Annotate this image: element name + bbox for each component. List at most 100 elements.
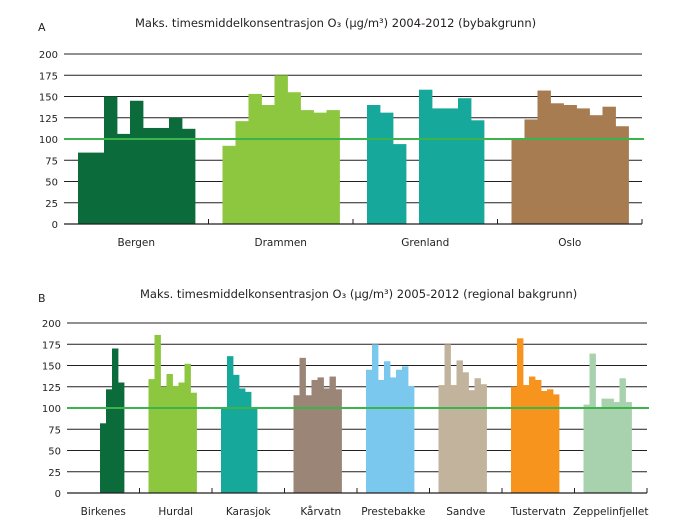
bar: [471, 120, 485, 224]
bar: [335, 389, 342, 493]
x-category-label: Hurdal: [158, 506, 193, 518]
panel-a-label: A: [38, 21, 46, 34]
bar: [602, 106, 616, 224]
y-tick-label: 150: [42, 362, 61, 373]
bar: [178, 382, 185, 493]
bar: [300, 110, 314, 224]
bar: [625, 402, 632, 493]
bar: [156, 127, 170, 224]
y-tick-label: 150: [39, 93, 58, 104]
bar: [248, 93, 262, 224]
bar: [166, 374, 173, 493]
bar: [100, 423, 107, 493]
bar: [235, 121, 249, 224]
bar: [274, 75, 288, 224]
bar: [419, 89, 433, 224]
bar: [445, 108, 459, 224]
bar: [261, 105, 275, 224]
bar: [589, 115, 603, 224]
bar: [563, 105, 577, 224]
bar: [529, 376, 536, 493]
y-tick-label: 0: [52, 220, 58, 231]
x-category-label: Kårvatn: [300, 505, 341, 518]
bar: [329, 376, 336, 493]
bar: [550, 103, 564, 224]
bar: [458, 98, 472, 224]
bar: [432, 108, 446, 224]
panel-a-plot: 0 25 50 75 100 125 150 175 200 Bergen Drammen Grenl…: [39, 50, 644, 249]
x-category-label: Tustervatn: [510, 506, 566, 518]
bar: [190, 392, 197, 493]
bar: [524, 119, 538, 224]
bar: [245, 391, 252, 493]
y-tick-label: 175: [39, 71, 58, 82]
bar: [402, 366, 409, 493]
y-tick-label: 50: [48, 447, 61, 458]
bar: [227, 356, 234, 493]
bar: [468, 390, 475, 493]
x-category-label: Bergen: [117, 237, 155, 249]
bar: [106, 389, 113, 493]
x-category-label: Prestebakke: [361, 506, 425, 518]
x-category-label: Oslo: [558, 237, 581, 249]
bar: [607, 398, 614, 493]
bar: [299, 357, 306, 493]
bar: [589, 353, 596, 493]
bar: [595, 407, 602, 493]
y-tick-label: 75: [48, 425, 61, 436]
bar: [583, 404, 590, 493]
bar: [384, 361, 391, 493]
bar: [323, 388, 330, 493]
bar: [305, 395, 312, 493]
panel-b-label: B: [38, 292, 46, 305]
bar: [143, 127, 157, 224]
y-tick-label: 100: [39, 135, 58, 146]
bar: [311, 379, 318, 493]
bar: [474, 378, 481, 493]
y-tick-label: 0: [55, 489, 61, 500]
bar: [480, 384, 487, 493]
bar: [450, 385, 457, 493]
bar: [112, 348, 119, 493]
bar: [130, 100, 144, 224]
bar: [456, 360, 463, 493]
bar: [517, 338, 524, 493]
bar: [547, 389, 554, 493]
x-category-label: Birkenes: [81, 506, 126, 518]
bar: [184, 363, 191, 493]
bar: [117, 133, 131, 224]
bar: [91, 152, 105, 224]
x-category-label: Zeppelinfjellet: [573, 506, 648, 518]
bar: [619, 378, 626, 493]
bar: [553, 394, 560, 493]
bar: [326, 110, 340, 224]
bar: [541, 391, 548, 493]
x-category-label: Karasjok: [226, 506, 272, 518]
y-tick-label: 175: [42, 340, 61, 351]
bar: [78, 152, 92, 224]
bar: [287, 92, 301, 224]
bar: [601, 398, 608, 493]
bar: [317, 377, 324, 493]
panel-b-plot: 0 25 50 75 100 125 150 175 200 Birkenes Hurdal Kara…: [42, 319, 649, 518]
y-tick-label: 200: [42, 319, 61, 330]
bar: [396, 369, 403, 493]
bar: [613, 402, 620, 493]
bar: [408, 385, 415, 493]
y-tick-label: 200: [39, 50, 58, 61]
y-tick-label: 50: [45, 178, 58, 189]
bar: [615, 126, 629, 224]
bar: [380, 112, 394, 224]
bar: [293, 395, 300, 493]
x-category-label: Grenland: [401, 237, 449, 249]
bar: [169, 117, 183, 224]
y-tick-label: 125: [42, 383, 61, 394]
bar: [438, 385, 445, 493]
bar: [378, 379, 385, 493]
bar: [523, 385, 530, 493]
bar: [372, 344, 379, 493]
bar: [366, 369, 373, 493]
x-category-label: Drammen: [255, 237, 307, 249]
bar: [148, 379, 155, 493]
